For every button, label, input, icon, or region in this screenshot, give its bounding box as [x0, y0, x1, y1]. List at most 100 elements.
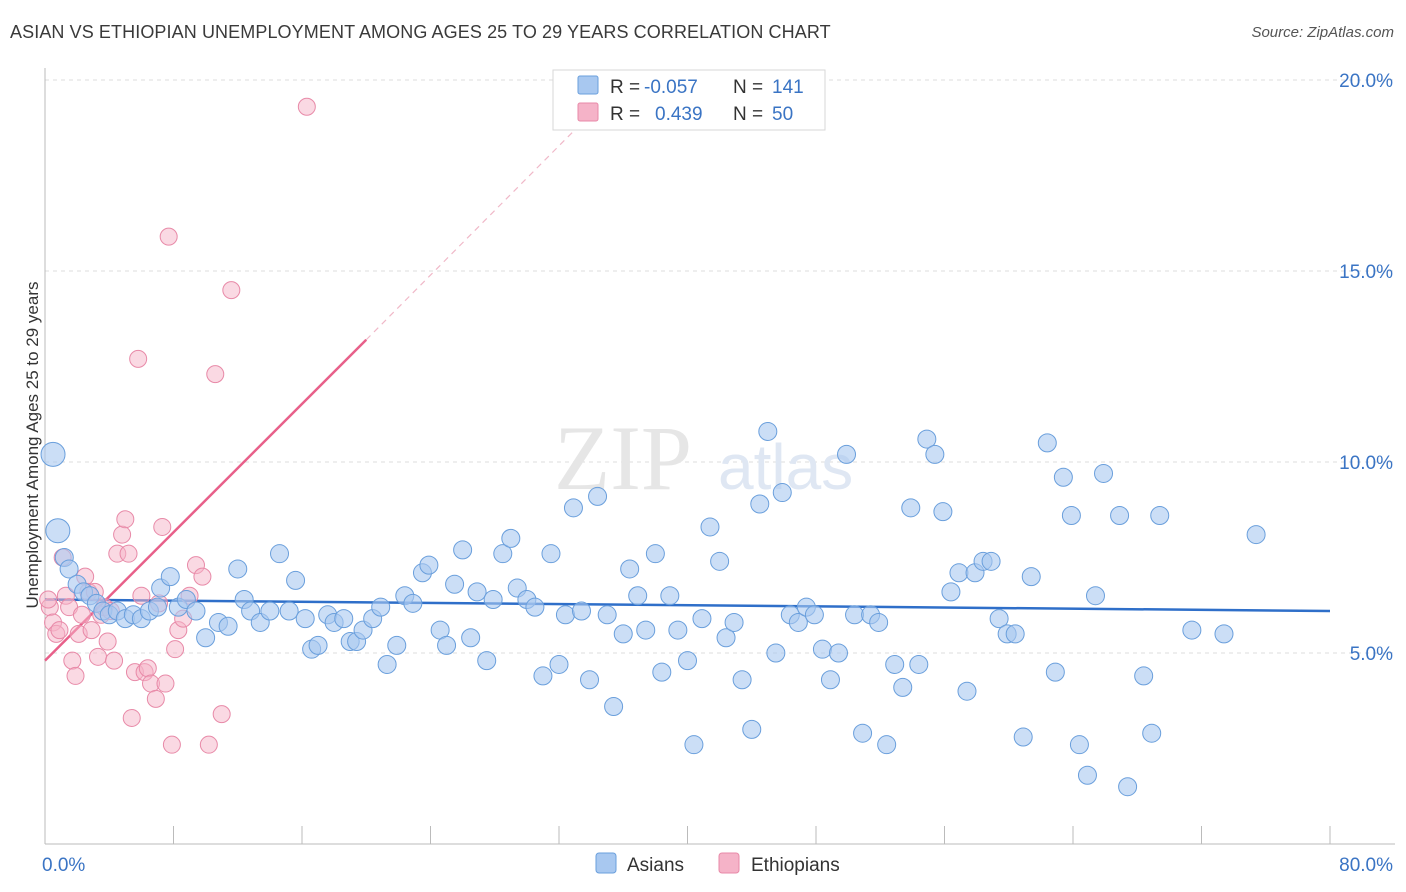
asian-point-58 — [501, 528, 521, 548]
asian-point-30 — [279, 601, 299, 621]
asian-point-119 — [989, 609, 1009, 629]
asian-point-134 — [1134, 666, 1154, 686]
ethiopian-point-18 — [98, 632, 117, 651]
asian-point-50 — [437, 635, 457, 655]
trend-lines — [44, 129, 1331, 662]
asian-point-1 — [45, 518, 71, 544]
asian-point-126 — [1053, 467, 1073, 487]
asian-point-94 — [788, 612, 808, 632]
asian-point-56 — [483, 590, 503, 610]
asian-point-91 — [766, 643, 786, 663]
asian-point-136 — [1150, 505, 1170, 525]
stats-r-label-asians: R = — [610, 77, 640, 98]
ethiopian-point-47 — [222, 281, 241, 300]
y-tick-label-2: 15.0% — [1339, 262, 1393, 283]
asian-point-86 — [724, 612, 744, 632]
asian-point-57 — [493, 544, 513, 564]
asian-point-64 — [549, 654, 569, 674]
stats-swatch-ethiopians — [577, 102, 599, 122]
asian-point-113 — [941, 582, 961, 602]
asian-point-29 — [270, 544, 290, 564]
asian-point-123 — [1021, 567, 1041, 587]
ethiopian-point-46 — [212, 705, 231, 724]
legend: Asians Ethiopians — [595, 852, 840, 876]
asian-point-128 — [1069, 735, 1089, 755]
ethiopian-point-28 — [132, 586, 151, 605]
asian-point-46 — [403, 593, 423, 613]
asian-point-124 — [1037, 433, 1057, 453]
ethiopian-point-45 — [206, 365, 225, 384]
asian-point-129 — [1077, 765, 1097, 785]
ethiopian-point-20 — [105, 651, 124, 670]
asian-point-77 — [652, 662, 672, 682]
asian-point-44 — [387, 635, 407, 655]
asian-point-20 — [186, 601, 206, 621]
ethiopian-point-30 — [138, 659, 157, 678]
ethiopian-point-27 — [129, 349, 148, 368]
ethiopian-point-35 — [156, 674, 175, 693]
stats-n-label-ethiopians: N = — [733, 104, 763, 125]
stats-swatch-asians — [577, 75, 599, 95]
asian-point-87 — [732, 670, 752, 690]
ethiopian-point-32 — [146, 689, 165, 708]
asian-point-127 — [1061, 505, 1081, 525]
chart-title: ASIAN VS ETHIOPIAN UNEMPLOYMENT AMONG AG… — [10, 22, 831, 42]
asian-point-23 — [218, 616, 238, 636]
ethiopian-point-7 — [63, 651, 82, 670]
asian-point-3 — [59, 559, 79, 579]
asian-point-131 — [1094, 463, 1114, 483]
asian-trend-line — [44, 598, 1331, 613]
asian-point-73 — [620, 559, 640, 579]
asian-point-34 — [308, 635, 328, 655]
asian-point-99 — [828, 643, 848, 663]
asian-point-106 — [885, 654, 905, 674]
asian-point-111 — [925, 444, 945, 464]
asian-point-110 — [917, 429, 937, 449]
asian-point-81 — [684, 735, 704, 755]
asian-point-90 — [758, 421, 778, 441]
asian-point-83 — [700, 517, 720, 537]
y-tick-label-0: 5.0% — [1350, 644, 1393, 665]
watermark-zip: ZIP — [554, 407, 692, 509]
y-tick-labels: 5.0% 10.0% 15.0% 20.0% — [1339, 71, 1393, 665]
ethiopian-point-44 — [199, 735, 218, 754]
asian-point-97 — [812, 639, 832, 659]
ethiopian-point-34 — [153, 517, 172, 536]
asian-point-42 — [371, 597, 391, 617]
asian-point-130 — [1085, 586, 1105, 606]
asian-point-108 — [901, 498, 921, 518]
asian-point-132 — [1110, 505, 1130, 525]
ethiopian-point-25 — [122, 708, 141, 727]
asian-point-52 — [453, 540, 473, 560]
asian-point-0 — [40, 441, 66, 467]
asian-point-31 — [286, 570, 306, 590]
asian-point-28 — [260, 601, 280, 621]
asian-point-75 — [636, 620, 656, 640]
y-axis-label: Unemployment Among Ages 25 to 29 years — [23, 282, 42, 609]
asian-point-96 — [804, 605, 824, 625]
legend-swatch-asians — [595, 852, 617, 874]
ethiopian-point-37 — [162, 735, 181, 754]
ethiopian-trend-extension — [365, 129, 576, 341]
asian-point-112 — [933, 502, 953, 522]
asian-point-55 — [477, 651, 497, 671]
asian-point-138 — [1214, 624, 1234, 644]
asian-point-104 — [869, 612, 889, 632]
y-tick-label-3: 20.0% — [1339, 71, 1393, 92]
asian-point-133 — [1118, 777, 1138, 797]
asian-point-125 — [1045, 662, 1065, 682]
asian-point-66 — [563, 498, 583, 518]
asian-point-98 — [820, 670, 840, 690]
stats-n-value-ethiopians: 50 — [772, 104, 793, 125]
asian-point-70 — [597, 605, 617, 625]
x-tick-label-0: 0.0% — [42, 855, 85, 876]
watermark: ZIP atlas — [554, 407, 853, 509]
asian-point-115 — [957, 681, 977, 701]
asian-point-17 — [160, 567, 180, 587]
asian-point-78 — [660, 586, 680, 606]
asian-point-107 — [893, 677, 913, 697]
asian-point-101 — [845, 605, 865, 625]
asian-point-92 — [772, 483, 792, 503]
ethiopian-point-38 — [166, 640, 185, 659]
